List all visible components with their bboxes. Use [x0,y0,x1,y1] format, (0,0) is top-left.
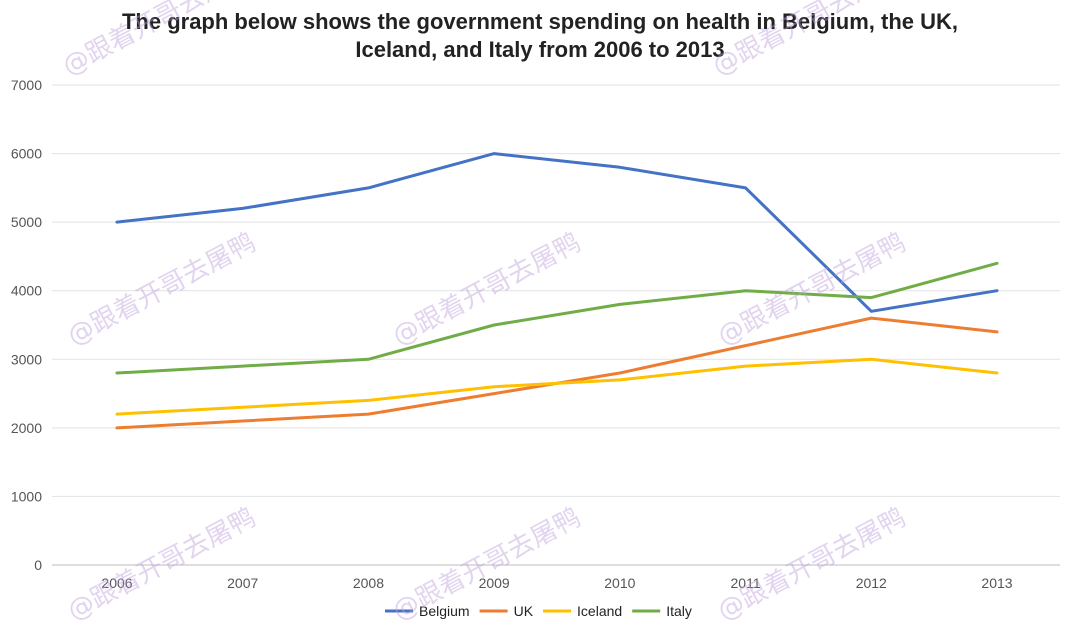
y-tick-label: 2000 [11,420,42,436]
gridlines [52,84,1060,566]
x-tick-label: 2006 [101,575,132,591]
series-line-iceland [115,357,999,416]
chart-title: The graph below shows the government spe… [40,8,1040,64]
y-tick-label: 3000 [11,351,42,367]
x-tick-label: 2009 [479,575,510,591]
y-tick-label: 7000 [11,77,42,93]
x-tick-label: 2012 [856,575,887,591]
chart-title-line-1: The graph below shows the government spe… [121,9,959,34]
series-line-italy [115,261,999,375]
y-tick-label: 0 [34,557,42,573]
x-tick-label: 2010 [604,575,635,591]
legend-label-iceland: Iceland [577,603,622,619]
x-tick-label: 2007 [227,575,258,591]
legend-label-italy: Italy [666,603,692,619]
y-tick-label: 5000 [11,214,42,230]
series-line-uk [115,316,999,430]
x-tick-label: 2011 [731,575,761,591]
x-tick-label: 2013 [981,575,1012,591]
chart-title-line-2: Iceland, and Italy from 2006 to 2013 [355,37,725,62]
legend-label-belgium: Belgium [419,603,470,619]
y-tick-label: 1000 [11,488,42,504]
x-tick-label: 2008 [353,575,384,591]
x-axis-ticks: 2006 2007 2008 2009 2010 2011 2012 2013 [101,575,1012,591]
y-axis-ticks: 0 1000 2000 3000 4000 5000 6000 7000 [11,77,42,573]
series-lines [115,152,999,430]
y-tick-label: 6000 [11,146,42,162]
legend: Belgium UK Iceland Italy [385,603,692,619]
y-tick-label: 4000 [11,283,42,299]
legend-label-uk: UK [514,603,534,619]
series-line-belgium [115,152,999,313]
